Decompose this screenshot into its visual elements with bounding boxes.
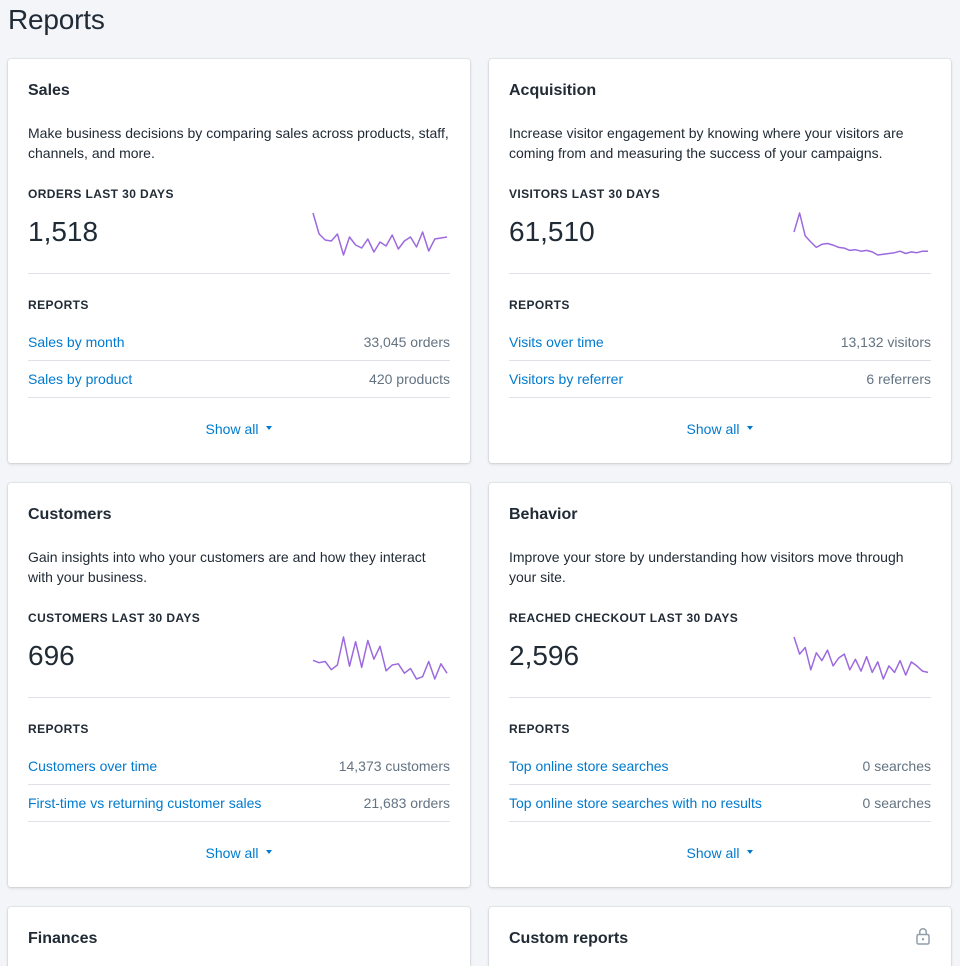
- sparkline-line: [312, 212, 448, 256]
- card-description: Gain insights into who your customers ar…: [28, 549, 426, 585]
- show-all-button[interactable]: Show all: [28, 421, 450, 437]
- sales-card: Sales Make business decisions by compari…: [8, 59, 470, 463]
- report-link-searches-no-results[interactable]: Top online store searches with no result…: [509, 795, 762, 811]
- card-title: Sales: [28, 82, 70, 99]
- sparkline-chart: [793, 212, 928, 256]
- caret-down-icon: [747, 426, 754, 431]
- sparkline-chart: [312, 212, 448, 256]
- report-row: Customers over time 14,373 customers: [28, 748, 450, 785]
- report-row: Sales by month 33,045 orders: [28, 324, 450, 361]
- show-all-label: Show all: [205, 845, 259, 861]
- custom-reports-card: Custom reports: [489, 907, 951, 966]
- report-link-customers-over-time[interactable]: Customers over time: [28, 758, 158, 774]
- divider: [509, 697, 931, 698]
- sparkline-chart: [312, 636, 448, 680]
- metric-value: 61,510: [509, 216, 595, 247]
- divider: [509, 273, 931, 274]
- show-all-label: Show all: [686, 421, 740, 437]
- reports-label: REPORTS: [28, 722, 89, 736]
- caret-down-icon: [266, 426, 273, 431]
- acquisition-card: Acquisition Increase visitor engagement …: [489, 59, 951, 463]
- lock-icon: [916, 928, 930, 945]
- divider: [28, 273, 450, 274]
- card-description: Make business decisions by comparing sal…: [28, 125, 449, 161]
- report-row: Top online store searches with no result…: [509, 785, 931, 822]
- report-count: 420 products: [369, 371, 450, 387]
- report-link-visitors-by-referrer[interactable]: Visitors by referrer: [509, 371, 624, 387]
- report-count: 33,045 orders: [363, 334, 450, 350]
- caret-down-icon: [266, 850, 273, 855]
- finances-card: Finances: [8, 907, 470, 966]
- metric-label: ORDERS LAST 30 DAYS: [28, 187, 174, 201]
- reports-label: REPORTS: [509, 298, 570, 312]
- report-count: 0 searches: [862, 758, 931, 774]
- customers-card: Customers Gain insights into who your cu…: [8, 483, 470, 887]
- report-count: 21,683 orders: [363, 795, 450, 811]
- card-description: Improve your store by understanding how …: [509, 549, 904, 585]
- show-all-button[interactable]: Show all: [509, 421, 931, 437]
- metric-label: REACHED CHECKOUT LAST 30 DAYS: [509, 611, 739, 625]
- report-count: 6 referrers: [866, 371, 931, 387]
- sparkline-line: [312, 636, 448, 680]
- card-title: Customers: [28, 506, 112, 523]
- show-all-label: Show all: [205, 421, 259, 437]
- show-all-button[interactable]: Show all: [28, 845, 450, 861]
- card-title: Finances: [28, 930, 98, 947]
- reports-label: REPORTS: [509, 722, 570, 736]
- metric-value: 696: [28, 640, 75, 671]
- report-link-top-searches[interactable]: Top online store searches: [509, 758, 669, 774]
- report-row: Visitors by referrer 6 referrers: [509, 361, 931, 398]
- report-link-visits-over-time[interactable]: Visits over time: [509, 334, 604, 350]
- report-row: First-time vs returning customer sales 2…: [28, 785, 450, 822]
- metric-value: 1,518: [28, 216, 99, 247]
- report-count: 14,373 customers: [338, 758, 450, 774]
- show-all-label: Show all: [686, 845, 740, 861]
- show-all-button[interactable]: Show all: [509, 845, 931, 861]
- report-link-sales-by-product[interactable]: Sales by product: [28, 371, 133, 387]
- card-title: Custom reports: [509, 930, 629, 947]
- card-title: Acquisition: [509, 82, 597, 99]
- metric-label: VISITORS LAST 30 DAYS: [509, 187, 661, 201]
- report-count: 13,132 visitors: [840, 334, 931, 350]
- metric-value: 2,596: [509, 640, 580, 671]
- caret-down-icon: [747, 850, 754, 855]
- card-description: Increase visitor engagement by knowing w…: [509, 125, 904, 161]
- sparkline-line: [793, 636, 929, 680]
- report-row: Sales by product 420 products: [28, 361, 450, 398]
- report-row: Top online store searches 0 searches: [509, 748, 931, 785]
- page-title: Reports: [8, 4, 105, 35]
- divider: [28, 697, 450, 698]
- behavior-card: Behavior Improve your store by understan…: [489, 483, 951, 887]
- report-link-sales-by-month[interactable]: Sales by month: [28, 334, 125, 350]
- reports-label: REPORTS: [28, 298, 89, 312]
- sparkline-line: [793, 212, 928, 256]
- report-link-first-time-vs-returning[interactable]: First-time vs returning customer sales: [28, 795, 262, 811]
- card-title: Behavior: [509, 506, 578, 523]
- sparkline-chart: [793, 636, 929, 680]
- metric-label: CUSTOMERS LAST 30 DAYS: [28, 611, 201, 625]
- report-row: Visits over time 13,132 visitors: [509, 324, 931, 361]
- report-count: 0 searches: [862, 795, 931, 811]
